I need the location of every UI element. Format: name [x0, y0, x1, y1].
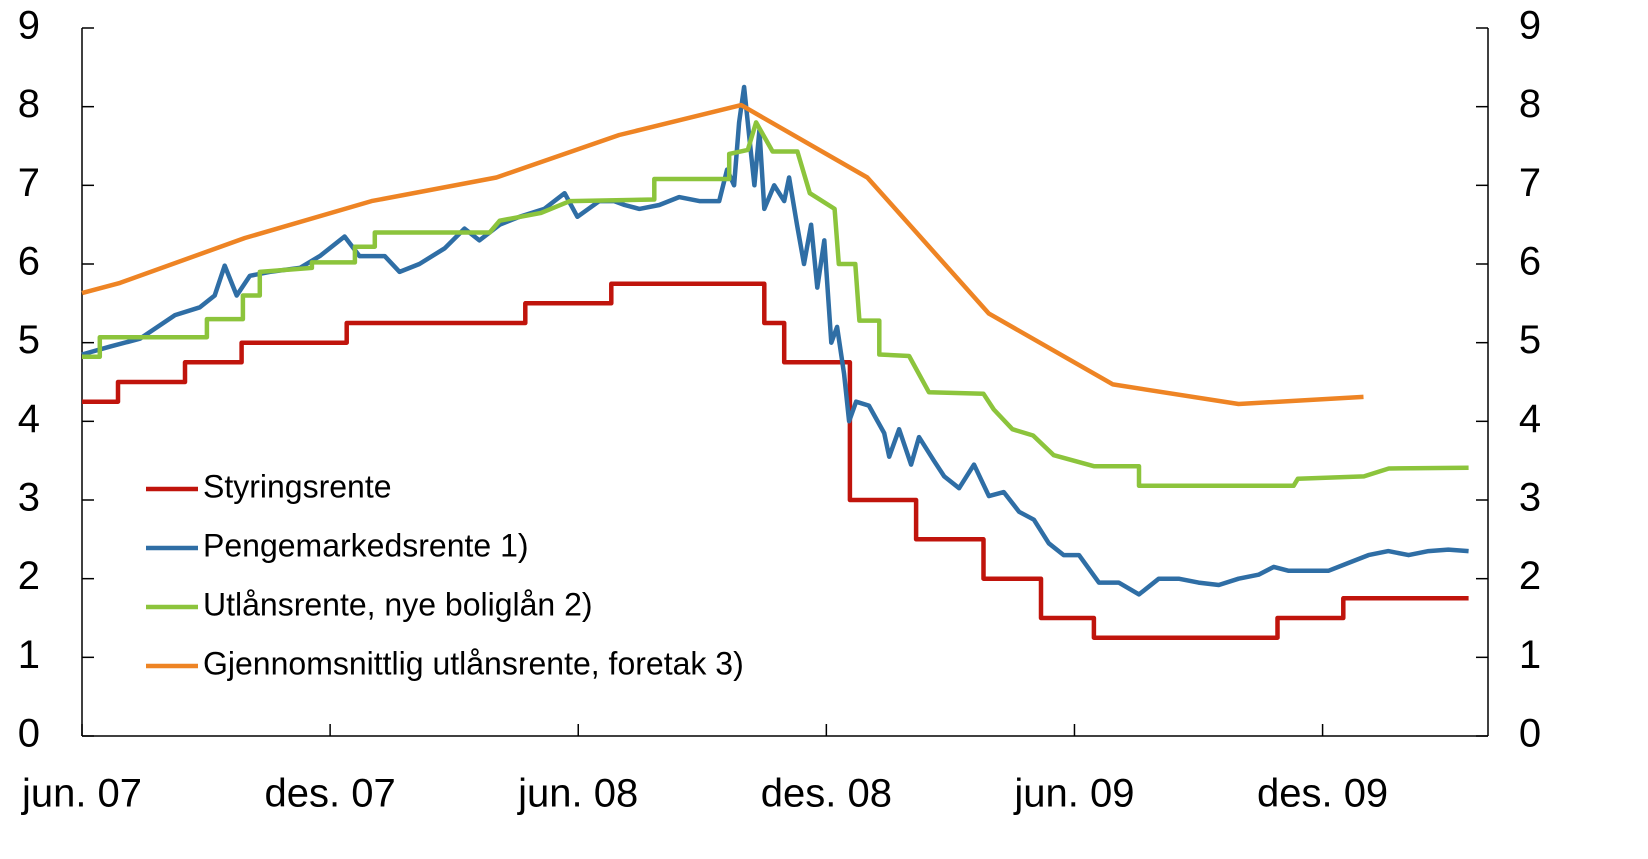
- y2-tick-label: 4: [1519, 397, 1541, 441]
- y2-tick-label: 0: [1519, 712, 1541, 756]
- x-tick-label: des. 09: [1257, 772, 1388, 816]
- x-tick-label: des. 07: [265, 772, 396, 816]
- series-line: [81, 102, 1364, 407]
- y-tick-label: 3: [18, 476, 40, 520]
- y2-tick-label: 1: [1519, 633, 1541, 677]
- legend-label: Pengemarkedsrente 1): [203, 527, 529, 563]
- y-tick-label: 9: [18, 4, 40, 48]
- y-tick-label: 7: [18, 161, 40, 205]
- y2-tick-label: 5: [1519, 318, 1541, 362]
- y2-tick-label: 7: [1519, 161, 1541, 205]
- y2-tick-label: 9: [1519, 4, 1541, 48]
- x-tick-label: jun. 09: [1013, 772, 1134, 816]
- series-line: [82, 281, 1469, 640]
- y2-tick-label: 2: [1519, 554, 1541, 598]
- legend-label: Gjennomsnittlig utlånsrente, foretak 3): [203, 645, 744, 681]
- y2-tick-label: 3: [1519, 476, 1541, 520]
- y-tick-label: 8: [18, 82, 40, 126]
- x-tick-label: jun. 08: [517, 772, 638, 816]
- x-tick-label: jun. 07: [21, 772, 142, 816]
- y2-tick-label: 6: [1519, 240, 1541, 284]
- series-line: [82, 120, 1469, 489]
- y2-tick-label: 8: [1519, 82, 1541, 126]
- series-line: [81, 84, 1469, 597]
- y-tick-label: 0: [18, 712, 40, 756]
- y-tick-label: 1: [18, 633, 40, 677]
- legend-label: Utlånsrente, nye boliglån 2): [203, 586, 593, 622]
- y-tick-label: 5: [18, 318, 40, 362]
- x-tick-label: des. 08: [761, 772, 892, 816]
- legend-label: Styringsrente: [203, 468, 392, 504]
- y-tick-label: 6: [18, 240, 40, 284]
- y-tick-label: 4: [18, 397, 40, 441]
- y-tick-label: 2: [18, 554, 40, 598]
